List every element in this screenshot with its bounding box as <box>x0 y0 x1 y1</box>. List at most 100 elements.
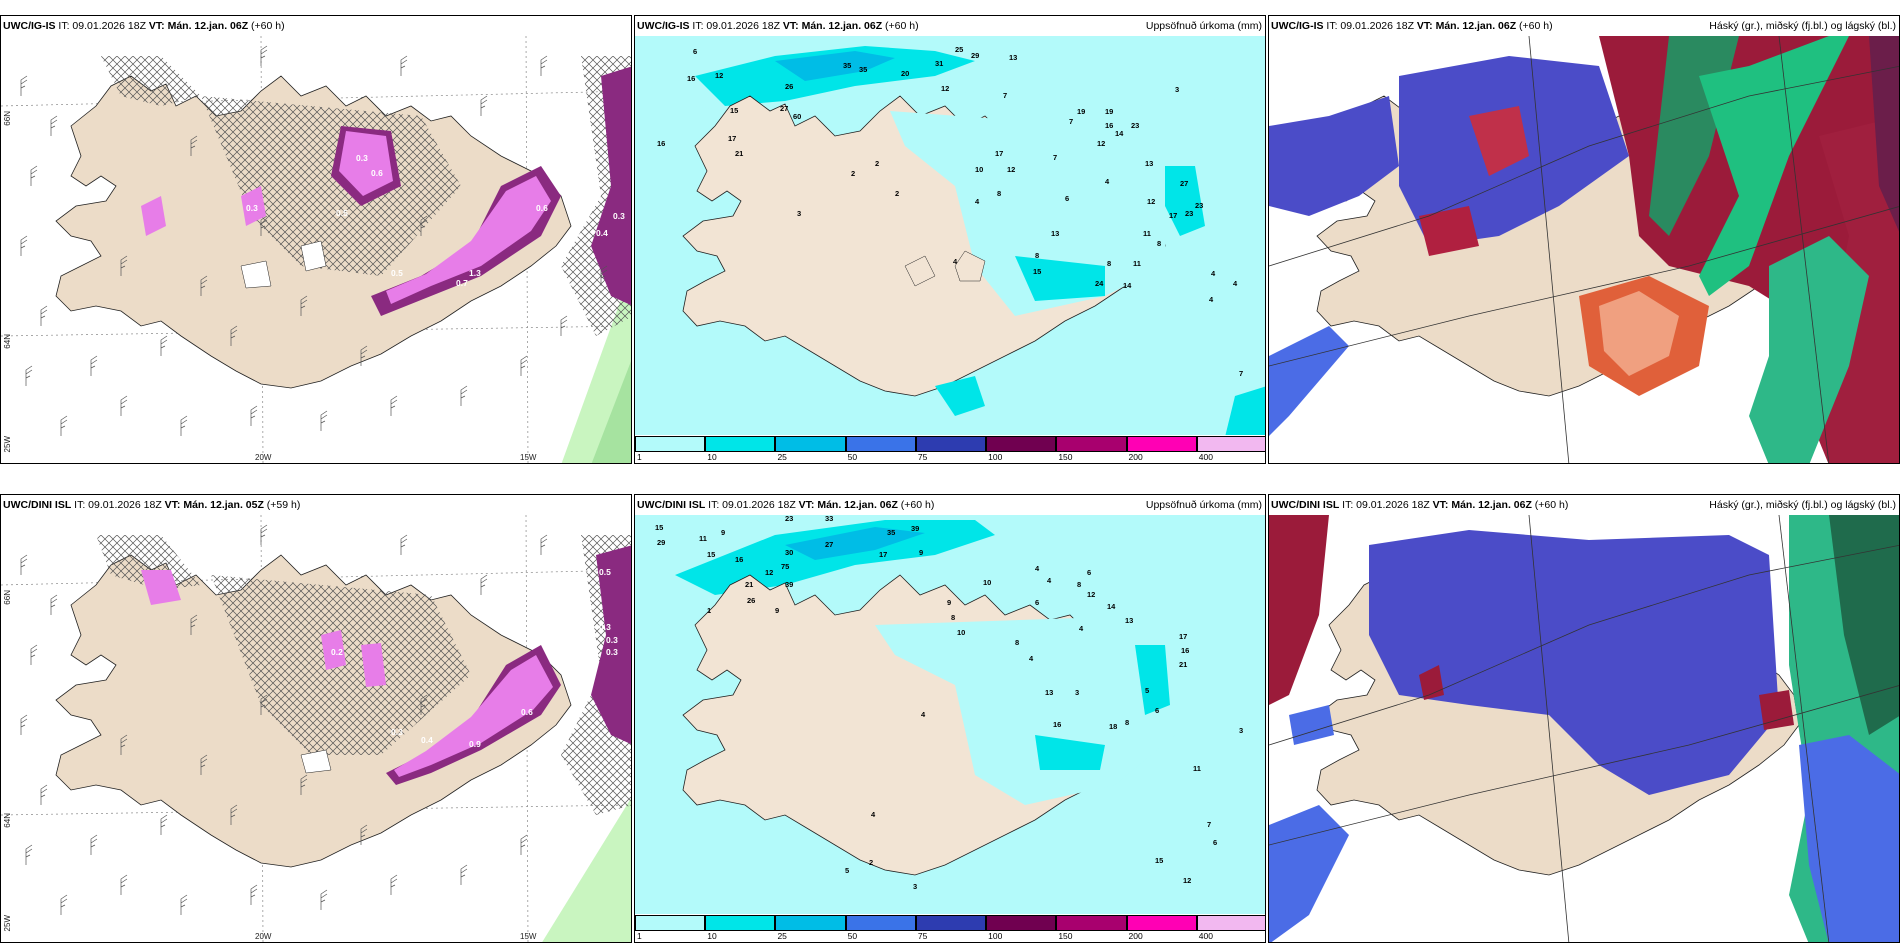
model-name: UWC/IG-IS <box>637 20 690 32</box>
precip-label: 11 <box>1193 764 1201 773</box>
precip-label: 19 <box>1077 107 1085 116</box>
snow-label: 0.3 <box>613 211 625 221</box>
colorbar-tick: 400 <box>1198 452 1213 462</box>
precip-label: 13 <box>1045 688 1053 697</box>
panel-igis-wind: UWC/IG-IS IT: 09.01.2026 18Z VT: Mán. 12… <box>0 15 632 464</box>
precip-label: 12 <box>1097 139 1105 148</box>
cloud-map <box>1269 515 1899 942</box>
lon-label: 25W <box>3 915 12 932</box>
colorbar-swatch <box>635 915 706 931</box>
snow-label: 2.3 <box>543 637 555 647</box>
lead-time: (+60 h) <box>885 20 919 32</box>
precip-label: 16 <box>735 555 743 564</box>
model-name: UWC/DINI ISL <box>3 499 72 511</box>
precip-label: 35 <box>859 65 867 74</box>
init-time: IT: 09.01.2026 18Z <box>692 20 780 32</box>
precip-label: 12 <box>1183 876 1191 885</box>
precip-label: 29 <box>971 51 979 60</box>
precip-label: 6 <box>1035 598 1039 607</box>
precip-label: 18 <box>1109 722 1117 731</box>
snow-label: 0.3 <box>246 203 258 213</box>
precip-label: 15 <box>1033 267 1041 276</box>
snow-label: 0.5 <box>336 208 348 218</box>
precip-label: 6 <box>693 47 697 56</box>
snow-label: 1.3 <box>469 268 481 278</box>
precip-label: 21 <box>735 149 743 158</box>
lead-time: (+60 h) <box>1519 20 1553 32</box>
lon-label: 20W <box>255 453 272 462</box>
precip-label: 15 <box>655 523 663 532</box>
precip-label: 3 <box>913 882 917 891</box>
precip-label: 11 <box>1143 229 1151 238</box>
snow-label: 0.6 <box>521 707 533 717</box>
precip-label: 6 <box>1087 568 1091 577</box>
colorbar: 1 10 25 50 75 100 150 200 400 <box>635 435 1265 463</box>
precip-label: 5 <box>1145 686 1149 695</box>
lon-label: 15W <box>520 932 537 941</box>
lat-label: 64N <box>3 334 12 349</box>
precip-label: 11 <box>1133 259 1141 268</box>
precip-label: 4 <box>1035 564 1040 573</box>
precip-label: 17 <box>1169 211 1177 220</box>
precip-label: 2 <box>851 169 855 178</box>
precip-label: 13 <box>1051 229 1059 238</box>
precip-label: 8 <box>951 613 955 622</box>
precip-label: 27 <box>825 540 833 549</box>
precip-label: 9 <box>947 598 951 607</box>
panel-igis-clouds: UWC/IG-IS IT: 09.01.2026 18Z VT: Mán. 12… <box>1268 15 1900 464</box>
precip-label: 23 <box>1185 209 1193 218</box>
wind-map: 0.5 0.3 0.3 0.3 2.3 0.7 0.4 0.3 0.9 0.6 … <box>1 515 631 942</box>
lon-label: 20W <box>255 932 272 941</box>
snow-label: 0.9 <box>469 739 481 749</box>
precip-label: 15 <box>1155 856 1163 865</box>
model-name: UWC/DINI ISL <box>637 499 706 511</box>
colorbar-tick: 25 <box>777 452 787 462</box>
precip-label: 27 <box>780 104 788 113</box>
precip-label: 14 <box>1115 129 1124 138</box>
lead-time: (+60 h) <box>1534 499 1569 511</box>
precip-label: 1 <box>707 606 711 615</box>
precip-label: 4 <box>953 257 958 266</box>
colorbar-swatch <box>845 436 916 452</box>
precip-label: 16 <box>687 74 695 83</box>
precip-label: 8 <box>1015 638 1019 647</box>
precip-label: 3 <box>1175 85 1179 94</box>
precip-label: 10 <box>975 165 983 174</box>
precip-label: 7 <box>1053 153 1057 162</box>
colorbar-swatch <box>1126 436 1197 452</box>
precip-label: 8 <box>997 189 1001 198</box>
colorbar-swatch <box>915 915 987 931</box>
wind-map: 0.3 0.4 1.3 0.5 0.7 0.3 0.6 0.2 0.5 0.9 … <box>1 36 631 463</box>
precip-label: 8 <box>1077 580 1081 589</box>
init-time: IT: 09.01.2026 18Z <box>708 499 796 511</box>
precip-map: 6 16 12 25 29 13 35 20 31 35 16 15 26 27… <box>635 36 1265 437</box>
colorbar-tick: 10 <box>707 452 717 462</box>
colorbar-tick: 150 <box>1058 931 1073 941</box>
precip-label: 9 <box>919 548 923 557</box>
valid-time: VT: Mán. 12.jan. 06Z <box>148 20 249 32</box>
precip-label: 12 <box>715 71 723 80</box>
precip-label: 23 <box>1195 201 1203 210</box>
snow-label: 0.4 <box>421 735 433 745</box>
colorbar-tick: 100 <box>988 931 1003 941</box>
precip-label: 13 <box>1125 616 1133 625</box>
precip-label: 14 <box>1123 281 1132 290</box>
precip-label: 9 <box>721 528 725 537</box>
precip-label: 4 <box>1047 576 1052 585</box>
precip-label: 8 <box>1125 718 1129 727</box>
precip-label: 10 <box>957 628 965 637</box>
precip-label: 9 <box>775 606 779 615</box>
colorbar-tick: 400 <box>1198 931 1213 941</box>
precip-label: 16 <box>1181 646 1189 655</box>
precip-label: 39 <box>785 580 793 589</box>
model-name: UWC/IG-IS <box>3 20 56 32</box>
colorbar-swatch <box>1196 436 1265 452</box>
snow-label: 0.2 <box>331 647 343 657</box>
precip-label: 7 <box>1207 820 1211 829</box>
valid-time: VT: Mán. 12.jan. 05Z <box>164 499 264 511</box>
precip-label: 21 <box>745 580 753 589</box>
precip-label: 6 <box>1155 706 1159 715</box>
colorbar-swatch <box>705 436 776 452</box>
panel-dini-clouds: UWC/DINI ISL IT: 09.01.2026 18Z VT: Mán.… <box>1268 494 1900 943</box>
panel-igis-precip: UWC/IG-IS IT: 09.01.2026 18Z VT: Mán. 12… <box>634 15 1266 464</box>
